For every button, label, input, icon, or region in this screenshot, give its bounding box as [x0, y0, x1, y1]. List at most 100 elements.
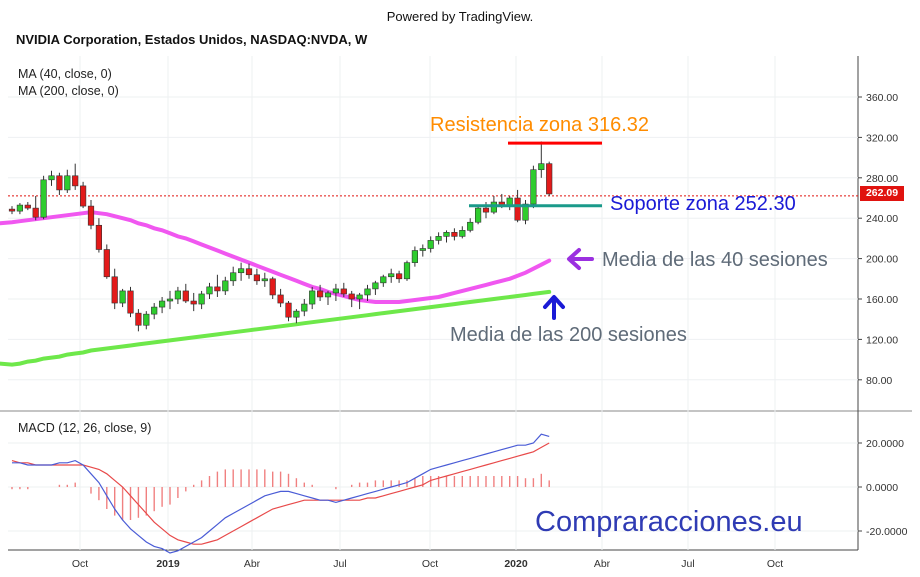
powered-by-text[interactable]: Powered by TradingView.: [386, 9, 534, 24]
candle-down: [340, 288, 347, 295]
macd-tick-label: 0.0000: [866, 482, 898, 494]
candle-down: [269, 278, 276, 296]
price-tick-label: 200.00: [866, 254, 898, 266]
candle-up: [467, 221, 474, 231]
ma40-indicator-label[interactable]: MA (40, close, 0): [18, 67, 112, 81]
candle-down: [127, 290, 134, 314]
price-tick-label: 280.00: [866, 173, 898, 185]
candle-down: [395, 273, 403, 280]
last-price-tag: 262.09: [860, 186, 904, 201]
price-tick-label: 240.00: [866, 213, 898, 225]
candle-down: [135, 312, 142, 326]
candle-up: [332, 288, 340, 294]
candle-down: [182, 290, 189, 302]
candle-up: [309, 290, 316, 305]
price-tick-label: 80.00: [866, 375, 892, 387]
candle-up: [261, 278, 268, 282]
ma200-annotation: Media de las 200 sesiones: [450, 324, 687, 346]
price-tick-label: 120.00: [866, 334, 898, 346]
candle-down: [8, 208, 16, 212]
candle-down: [546, 163, 553, 195]
candle-up: [222, 280, 229, 292]
candle-up: [301, 303, 308, 312]
candle-up: [419, 248, 426, 251]
candle-down: [103, 249, 110, 278]
ma200-line: [0, 289, 552, 367]
ma40-line: [0, 210, 552, 304]
x-tick-label: Oct: [767, 558, 783, 570]
candle-down: [72, 175, 79, 187]
candle-down: [514, 197, 521, 221]
candle-up: [530, 169, 537, 205]
candle-down: [56, 175, 63, 191]
candle-up: [474, 207, 482, 223]
x-tick-label: Jul: [333, 558, 346, 570]
candle-up: [364, 288, 371, 296]
candle-down: [316, 290, 324, 298]
candle-down: [80, 185, 87, 207]
macd-tick-label: -20.0000: [866, 526, 908, 538]
candle-down: [348, 293, 355, 300]
candle-up: [427, 240, 434, 249]
macd-line: [12, 433, 550, 554]
candle-up: [166, 298, 174, 302]
candle-up: [230, 272, 237, 282]
candle-up: [388, 273, 395, 278]
candle-up: [380, 276, 387, 284]
candle-up: [403, 262, 411, 280]
candle-down: [190, 300, 197, 305]
macd-tick-label: 20.0000: [866, 438, 904, 450]
candle-up: [174, 290, 182, 300]
candle-down: [245, 268, 253, 276]
candle-up: [198, 293, 205, 305]
candle-down: [95, 224, 102, 250]
candle-up: [443, 232, 450, 237]
x-tick-label: Oct: [422, 558, 438, 570]
ma40-annotation: Media de las 40 sesiones: [602, 249, 828, 271]
ma200-arrow: [543, 295, 565, 320]
candle-down: [32, 207, 39, 218]
candle-up: [151, 306, 158, 315]
candle-up: [522, 203, 529, 221]
candle-down: [253, 274, 261, 282]
candle-up: [538, 163, 545, 171]
ma40-arrow: [567, 248, 594, 270]
watermark: Compraracciones.eu: [535, 506, 803, 538]
x-tick-label: 2019: [156, 558, 180, 570]
x-tick-label: Oct: [72, 558, 88, 570]
candle-up: [40, 179, 47, 218]
candle-up: [16, 204, 24, 212]
symbol-title: NVIDIA Corporation, Estados Unidos, NASD…: [16, 32, 368, 47]
candle-down: [451, 232, 458, 237]
price-tick-label: 160.00: [866, 294, 898, 306]
candle-up: [206, 286, 213, 295]
candle-up: [64, 175, 71, 191]
support-annotation: Soporte zona 252.30: [610, 193, 796, 215]
candle-up: [411, 250, 419, 263]
candle-up: [159, 300, 166, 308]
macd-indicator-label[interactable]: MACD (12, 26, close, 9): [18, 421, 152, 435]
candle-up: [293, 310, 300, 318]
ma200-indicator-label[interactable]: MA (200, close, 0): [18, 84, 119, 98]
candle-up: [238, 268, 245, 274]
x-tick-label: Jul: [681, 558, 694, 570]
candle-up: [324, 292, 332, 298]
candle-up: [143, 313, 150, 326]
candle-down: [285, 302, 292, 318]
price-tick-label: 320.00: [866, 132, 898, 144]
candle-down: [277, 294, 284, 304]
candle-down: [214, 286, 221, 292]
x-tick-label: Abr: [594, 558, 611, 570]
candle-up: [119, 290, 126, 304]
x-tick-label: 2020: [504, 558, 528, 570]
x-tick-label: Abr: [244, 558, 261, 570]
candle-down: [482, 207, 490, 213]
price-tick-label: 360.00: [866, 92, 898, 104]
candle-up: [48, 175, 55, 181]
candle-down: [87, 205, 95, 226]
candle-up: [459, 230, 466, 237]
candle-up: [372, 282, 379, 290]
price-pane: [8, 56, 858, 410]
candle-up: [435, 236, 442, 241]
